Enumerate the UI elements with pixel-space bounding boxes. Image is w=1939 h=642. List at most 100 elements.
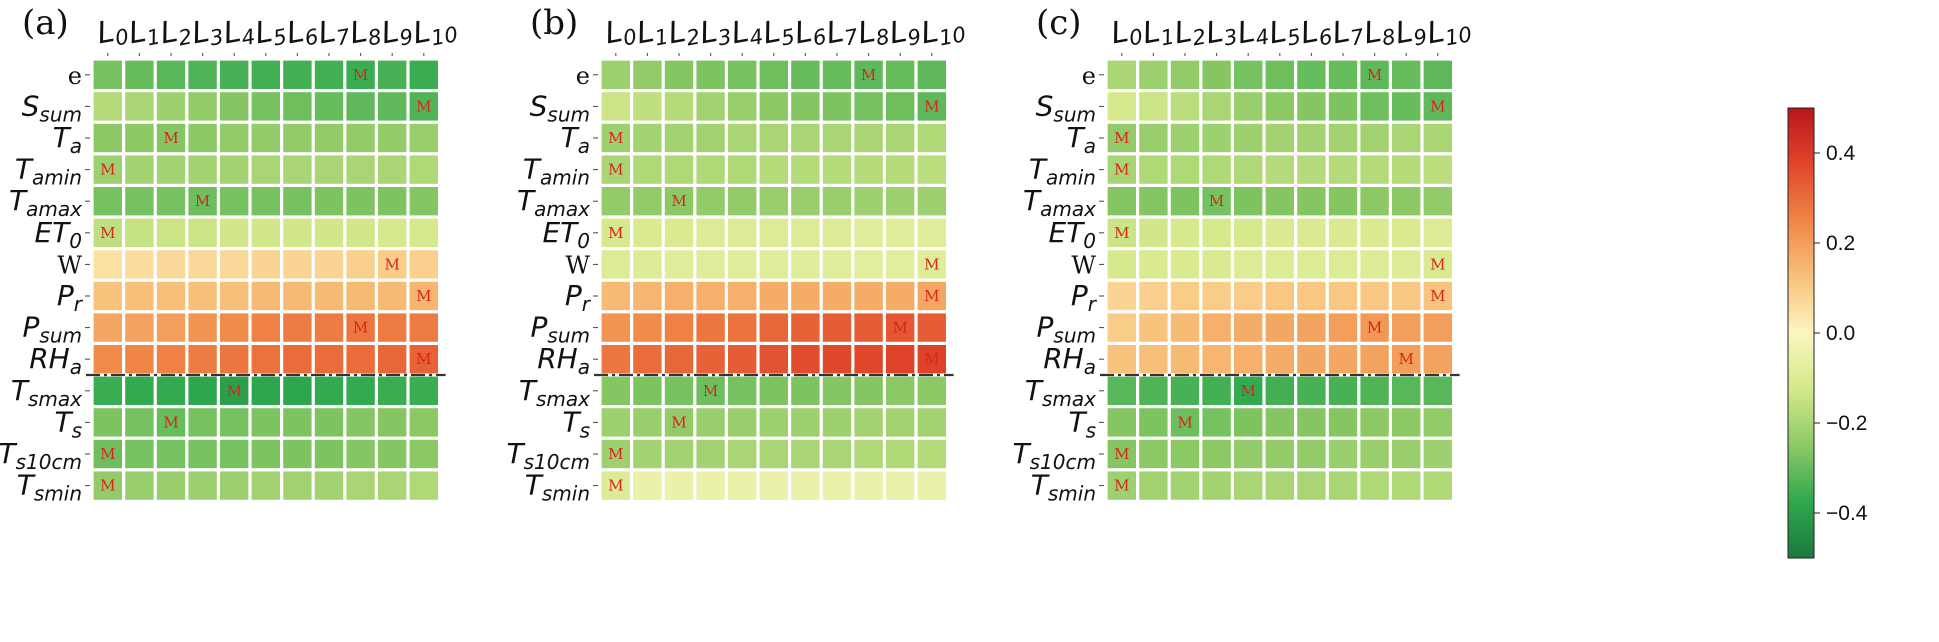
heatmap-cell (1170, 155, 1200, 184)
heatmap-cell (854, 187, 883, 216)
max-marker: M (353, 319, 368, 337)
heatmap-cell (251, 471, 280, 500)
heatmap-cell (696, 187, 725, 216)
row-label: Tamin (523, 153, 590, 190)
heatmap-cell (728, 376, 757, 405)
heatmap-cell (917, 92, 946, 121)
heatmap-cell (314, 60, 344, 89)
heatmap-cell (378, 313, 407, 342)
row-label: Tsmax (1025, 374, 1096, 411)
heatmap-cell (1297, 439, 1326, 469)
heatmap-cell (664, 439, 694, 469)
heatmap-cell (220, 439, 249, 469)
max-marker: M (416, 350, 431, 368)
heatmap-cell (854, 471, 883, 500)
heatmap-cell (251, 218, 280, 247)
heatmap-cell (886, 92, 915, 121)
heatmap-cell (188, 439, 217, 469)
heatmap-cell (696, 345, 725, 374)
heatmap-cell (93, 408, 122, 437)
heatmap-cell (346, 313, 375, 342)
heatmap-cell (188, 313, 217, 342)
heatmap-cell (1107, 313, 1136, 342)
colorbar-gradient (1787, 107, 1815, 559)
heatmap-cell (1423, 439, 1452, 469)
heatmap-cell (791, 60, 820, 89)
heatmap-cell (125, 155, 154, 184)
heatmap-cell (1360, 313, 1389, 342)
heatmap-cell (791, 408, 820, 437)
heatmap-cell (1202, 60, 1231, 89)
heatmap-cell (314, 187, 344, 216)
heatmap-cell (409, 408, 438, 437)
max-marker: M (1367, 66, 1382, 84)
heatmap-cell (346, 250, 375, 279)
row-label: Ssum (530, 89, 590, 126)
heatmap-cell (409, 313, 438, 342)
heatmap-cell (314, 376, 344, 405)
column-label: L4 (1235, 12, 1271, 54)
heatmap-cell (1170, 408, 1200, 437)
heatmap-cell (1392, 439, 1421, 469)
row-label: Tamin (1029, 153, 1096, 190)
heatmap-cell (1170, 313, 1200, 342)
row-label: Tsmin (17, 469, 82, 506)
column-label: L10 (1425, 9, 1474, 53)
heatmap-cell (1139, 123, 1168, 153)
heatmap-cell (791, 281, 820, 311)
heatmap-cell (728, 439, 757, 469)
heatmap-cell (346, 439, 375, 469)
row-label: e (68, 62, 82, 90)
heatmap-cell (791, 439, 820, 469)
row-label: Ta (53, 121, 82, 158)
heatmap-cell (822, 187, 852, 216)
max-marker: M (416, 97, 431, 115)
heatmap-cell (1360, 345, 1389, 374)
heatmap-cell (156, 155, 186, 184)
row-label: Pr (565, 279, 592, 316)
heatmap-cell (1265, 376, 1294, 405)
heatmap-cell (1107, 155, 1136, 184)
heatmap-cell (283, 187, 312, 216)
heatmap-cell (1328, 408, 1358, 437)
heatmap-cell (1265, 92, 1294, 121)
heatmap-cell (378, 408, 407, 437)
heatmap-cell (759, 218, 788, 247)
heatmap-cell (283, 439, 312, 469)
heatmap-cell (1234, 281, 1263, 311)
heatmap-cell (1423, 123, 1452, 153)
colorbar-tick-label: 0.0 (1826, 322, 1855, 345)
heatmap-cell (93, 250, 122, 279)
max-marker: M (1367, 319, 1382, 337)
heatmap-cell (1328, 376, 1358, 405)
heatmap-cell (1328, 187, 1358, 216)
heatmap-cell (1202, 313, 1231, 342)
heatmap-cell (822, 60, 852, 89)
heatmap-cell (378, 281, 407, 311)
heatmap-cell (759, 439, 788, 469)
heatmap-cell (251, 439, 280, 469)
heatmap-cell (93, 471, 122, 500)
heatmap-cell (220, 345, 249, 374)
row-label: W (57, 251, 82, 279)
heatmap-cell (314, 345, 344, 374)
heatmap-cell (822, 439, 852, 469)
heatmap-cell (601, 123, 630, 153)
heatmap-cell (1170, 250, 1200, 279)
heatmap-cell (125, 281, 154, 311)
heatmap-cell (1234, 471, 1263, 500)
heatmap-cell (822, 218, 852, 247)
heatmap-cell (1139, 60, 1168, 89)
heatmap-cell (633, 218, 662, 247)
heatmap-cell (917, 439, 946, 469)
heatmap-cell (664, 123, 694, 153)
heatmap-cell (1139, 471, 1168, 500)
max-marker: M (1430, 287, 1445, 305)
heatmap-cell (886, 155, 915, 184)
heatmap-cell (251, 60, 280, 89)
heatmap-cell (822, 471, 852, 500)
heatmap-cell (791, 187, 820, 216)
heatmap-cell (886, 123, 915, 153)
heatmap-cell (1139, 250, 1168, 279)
max-marker: M (924, 255, 939, 273)
